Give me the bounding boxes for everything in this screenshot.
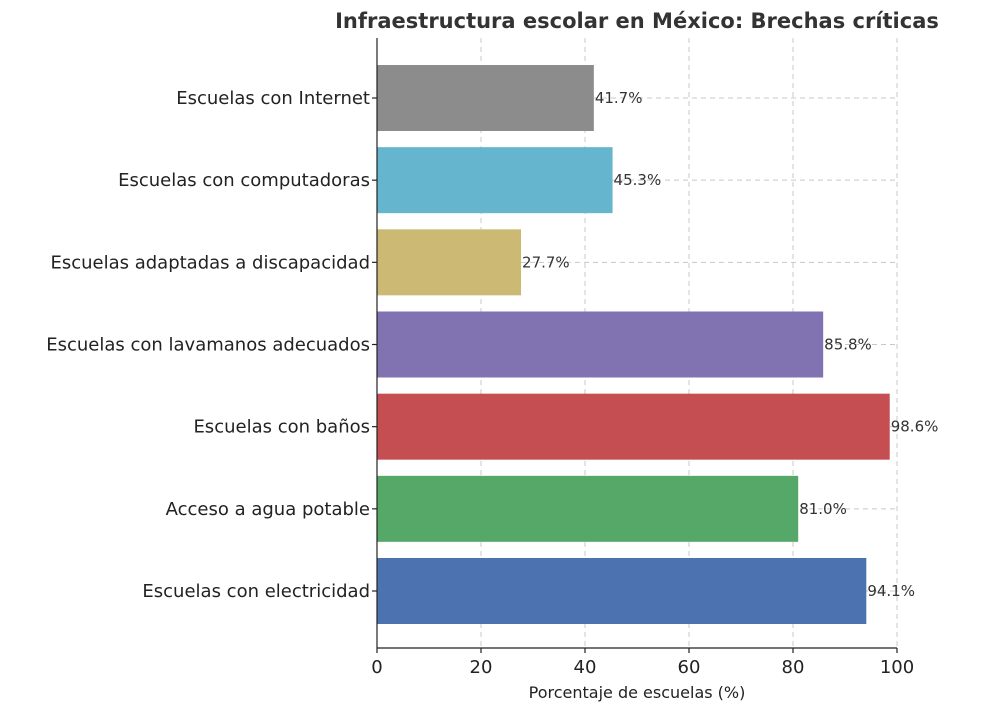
bar [377,558,867,624]
labels: 94.1% Escuelas con electricidad 81.0% Acces… [46,88,938,678]
x-axis-title: Porcentaje de escuelas (%) [529,683,746,702]
value-label: 85.8% [824,336,872,354]
category-label: Acceso a agua potable [166,499,370,520]
value-label: 98.6% [891,418,939,436]
value-label: 27.7% [522,253,570,271]
x-tick-label: 80 [782,657,805,678]
x-tick-label: 40 [574,657,597,678]
category-label: Escuelas con Internet [176,88,370,109]
bar [377,311,824,378]
bar [377,229,522,296]
chart-title: Infraestructura escolar en México: Brech… [335,9,939,33]
axes [372,38,898,653]
bar [377,393,890,460]
category-label: Escuelas con lavamanos adecuados [46,335,370,356]
bars [377,65,890,624]
x-tick-label: 100 [880,657,914,678]
category-label: Escuelas con baños [193,417,370,438]
category-label: Escuelas adaptadas a discapacidad [50,252,370,273]
x-tick-label: 0 [371,657,382,678]
category-label: Escuelas con computadoras [118,170,370,191]
value-label: 45.3% [614,171,662,189]
value-label: 41.7% [595,89,643,107]
bar [377,475,799,542]
x-tick-label: 20 [470,657,493,678]
value-label: 94.1% [867,582,915,600]
bar [377,65,594,131]
bar [377,147,613,214]
x-tick-label: 60 [678,657,701,678]
value-label: 81.0% [799,500,847,518]
category-label: Escuelas con electricidad [142,581,370,602]
